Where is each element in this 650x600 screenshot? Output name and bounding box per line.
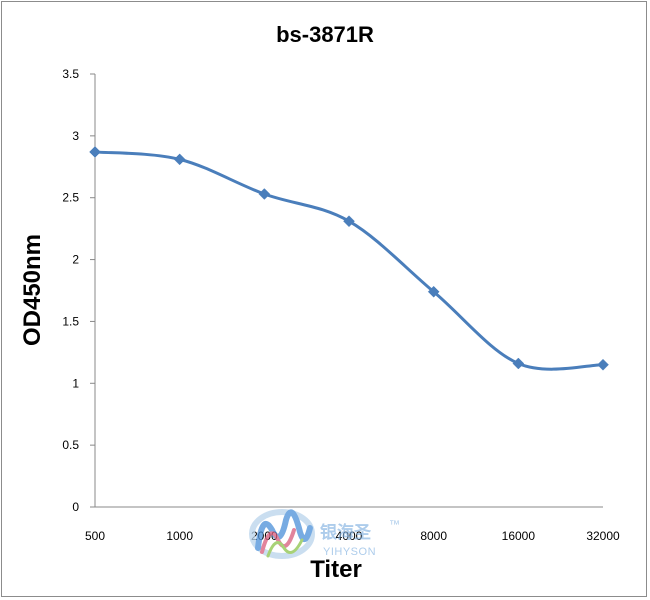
y-tick-label: 3 bbox=[72, 129, 79, 143]
y-axis-label: OD450nm bbox=[19, 234, 46, 346]
x-tick-label: 500 bbox=[85, 529, 105, 543]
y-tick-label: 2 bbox=[72, 253, 79, 267]
watermark: 银海圣 ™ YIHYSON bbox=[249, 509, 401, 559]
plot-area bbox=[89, 146, 609, 371]
chart-title: bs-3871R bbox=[276, 22, 374, 47]
watermark-trademark: ™ bbox=[389, 519, 401, 531]
data-point-marker bbox=[427, 285, 440, 298]
y-tick-label: 1 bbox=[72, 376, 79, 390]
y-axis: 0 0.5 1 1.5 2 2.5 3 3.5 bbox=[62, 67, 96, 514]
x-tick-label: 1000 bbox=[166, 529, 193, 543]
watermark-brand: YIHYSON bbox=[323, 546, 376, 558]
data-point-marker bbox=[512, 357, 525, 370]
data-point-marker bbox=[597, 358, 609, 371]
x-axis-label: Titer bbox=[310, 556, 362, 583]
data-point-marker bbox=[343, 215, 355, 228]
watermark-logo-text: 银海圣 bbox=[320, 522, 372, 543]
x-tick-label: 32000 bbox=[586, 529, 620, 543]
brand-logo-icon bbox=[249, 509, 315, 559]
data-point-marker bbox=[173, 153, 186, 166]
data-point-marker bbox=[258, 188, 271, 200]
y-tick-label: 3.5 bbox=[62, 67, 79, 81]
y-tick-label: 0.5 bbox=[62, 438, 79, 452]
x-tick-label: 16000 bbox=[502, 529, 536, 543]
y-tick-label: 0 bbox=[72, 500, 79, 514]
x-tick-label: 8000 bbox=[420, 529, 447, 543]
y-tick-label: 2.5 bbox=[62, 191, 79, 205]
x-tick-label: 4000 bbox=[336, 529, 363, 543]
series-line bbox=[94, 150, 604, 371]
data-point-marker bbox=[89, 146, 101, 158]
y-tick-label: 1.5 bbox=[62, 314, 79, 328]
